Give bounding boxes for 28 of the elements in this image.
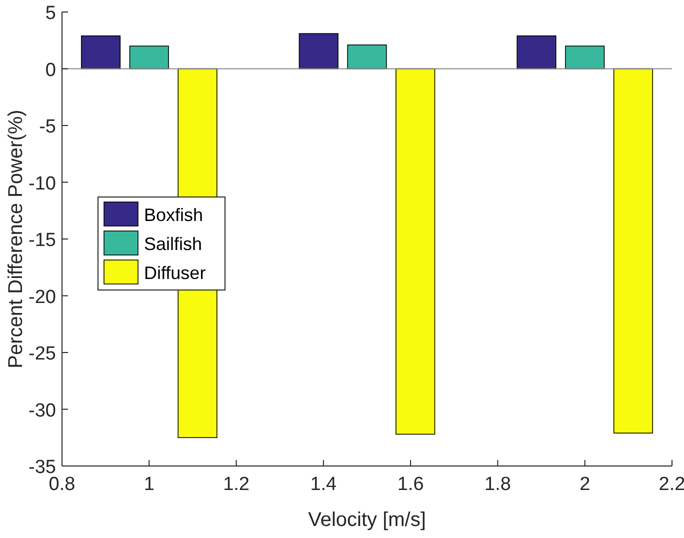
y-tick-label: -30 (28, 400, 56, 422)
y-tick-label: 5 (45, 3, 56, 24)
bar (347, 44, 387, 70)
x-tick-label: 1.8 (484, 474, 511, 495)
bar (396, 68, 436, 435)
x-axis-title: Velocity [m/s] (308, 509, 426, 531)
y-tick-label: -15 (28, 230, 56, 251)
bar (298, 33, 338, 70)
legend-label: Boxfish (144, 205, 204, 225)
y-tick-label: -5 (39, 116, 56, 138)
x-tick-label: 1.2 (223, 474, 250, 495)
x-tick-label: 1.6 (397, 474, 424, 495)
legend-label: Diffuser (144, 263, 206, 283)
y-axis-title: Percent Difference Power(%) (5, 110, 27, 368)
legend-label: Sailfish (144, 234, 202, 254)
bar (613, 68, 654, 434)
y-tick-label: -10 (28, 173, 56, 194)
x-tick-label: 2 (580, 474, 590, 495)
y-tick-label: -25 (28, 344, 56, 364)
y-tick-label: 0 (45, 60, 56, 81)
bar (129, 46, 169, 70)
y-tick-label: -20 (28, 286, 56, 308)
bar (565, 46, 605, 70)
bar (80, 35, 121, 70)
bar (516, 35, 556, 70)
x-tick-label: 1 (144, 474, 154, 495)
x-tick-label: 1.4 (310, 474, 338, 495)
x-tick-label: 2.2 (658, 474, 684, 495)
